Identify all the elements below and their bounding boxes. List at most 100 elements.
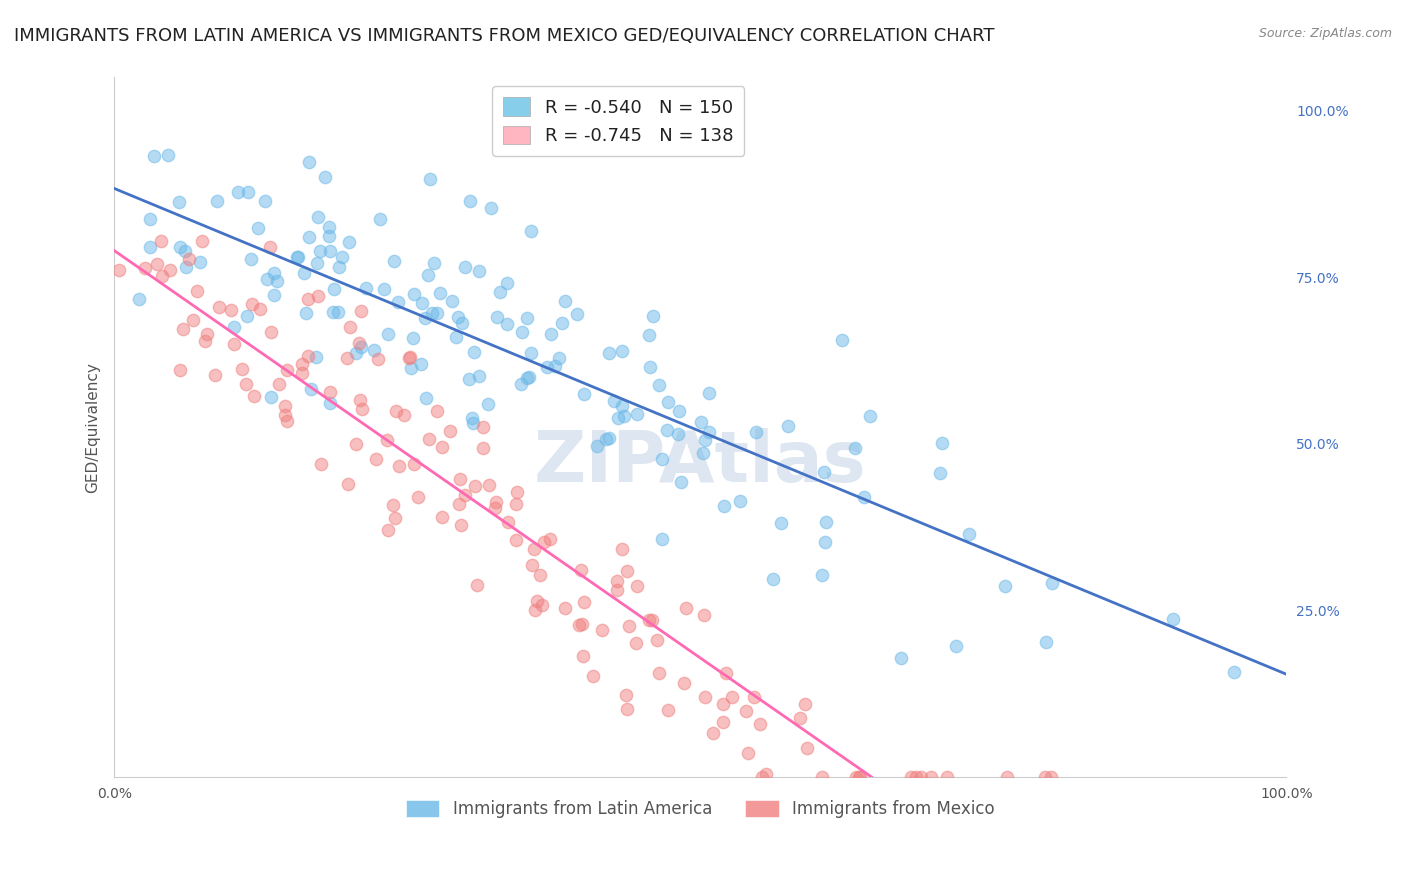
Point xyxy=(751,770,773,784)
Point xyxy=(368,211,391,226)
Point xyxy=(439,425,461,439)
Point xyxy=(385,403,408,417)
Point xyxy=(551,316,574,330)
Point xyxy=(314,169,336,184)
Point xyxy=(188,254,211,268)
Point xyxy=(666,427,689,442)
Point xyxy=(478,478,501,492)
Point xyxy=(454,260,477,274)
Point xyxy=(638,613,661,627)
Point xyxy=(910,770,932,784)
Point xyxy=(516,310,538,325)
Point xyxy=(721,690,744,704)
Point xyxy=(848,770,870,784)
Point xyxy=(172,322,194,336)
Point xyxy=(195,327,218,342)
Point xyxy=(845,770,868,784)
Point xyxy=(426,404,449,418)
Point xyxy=(737,746,759,760)
Point xyxy=(471,441,494,455)
Point xyxy=(450,518,472,533)
Point xyxy=(603,394,626,409)
Point xyxy=(291,366,314,380)
Point xyxy=(354,281,377,295)
Point xyxy=(318,244,340,258)
Point xyxy=(477,397,499,411)
Point xyxy=(305,256,328,270)
Point xyxy=(430,510,453,524)
Point xyxy=(169,240,191,254)
Point xyxy=(458,194,481,208)
Point xyxy=(263,266,285,280)
Point xyxy=(657,395,679,409)
Point xyxy=(811,567,834,582)
Point xyxy=(638,360,661,375)
Point xyxy=(655,423,678,437)
Point xyxy=(610,343,633,358)
Point xyxy=(392,409,415,423)
Point xyxy=(890,651,912,665)
Point xyxy=(449,472,471,486)
Point xyxy=(657,703,679,717)
Point xyxy=(461,417,484,431)
Point xyxy=(464,478,486,492)
Point xyxy=(496,516,519,530)
Point xyxy=(572,595,595,609)
Point xyxy=(496,318,519,332)
Point xyxy=(406,490,429,504)
Point xyxy=(399,361,422,376)
Point xyxy=(853,491,876,505)
Point xyxy=(538,532,561,546)
Point xyxy=(900,770,922,784)
Point xyxy=(794,698,817,712)
Point xyxy=(375,433,398,447)
Point xyxy=(186,285,208,299)
Point xyxy=(995,770,1018,784)
Point xyxy=(174,260,197,274)
Point xyxy=(423,255,446,269)
Point xyxy=(645,633,668,648)
Point xyxy=(920,770,942,784)
Point xyxy=(529,568,551,582)
Point xyxy=(648,666,671,681)
Point xyxy=(297,292,319,306)
Point xyxy=(904,770,927,784)
Point xyxy=(506,484,529,499)
Point xyxy=(844,441,866,455)
Y-axis label: GED/Equivalency: GED/Equivalency xyxy=(86,362,100,492)
Point xyxy=(294,305,316,319)
Point xyxy=(402,457,425,471)
Point xyxy=(447,310,470,324)
Point xyxy=(319,396,342,410)
Point xyxy=(204,368,226,382)
Point xyxy=(586,439,609,453)
Point xyxy=(346,345,368,359)
Point xyxy=(399,350,422,364)
Point xyxy=(298,154,321,169)
Point xyxy=(239,252,262,266)
Point xyxy=(994,579,1017,593)
Point xyxy=(451,316,474,330)
Point xyxy=(420,306,443,320)
Point xyxy=(935,770,957,784)
Point xyxy=(638,328,661,343)
Point xyxy=(256,272,278,286)
Point xyxy=(849,770,872,784)
Point xyxy=(444,330,467,344)
Point xyxy=(778,419,800,434)
Point xyxy=(177,252,200,266)
Point xyxy=(139,212,162,227)
Point xyxy=(675,600,697,615)
Point xyxy=(381,498,404,512)
Point xyxy=(299,382,322,396)
Point xyxy=(526,594,548,608)
Point xyxy=(326,305,349,319)
Point xyxy=(181,312,204,326)
Point xyxy=(235,310,257,324)
Point xyxy=(266,274,288,288)
Point xyxy=(167,194,190,209)
Point xyxy=(328,260,350,275)
Point xyxy=(259,240,281,254)
Point xyxy=(440,293,463,308)
Point xyxy=(610,542,633,557)
